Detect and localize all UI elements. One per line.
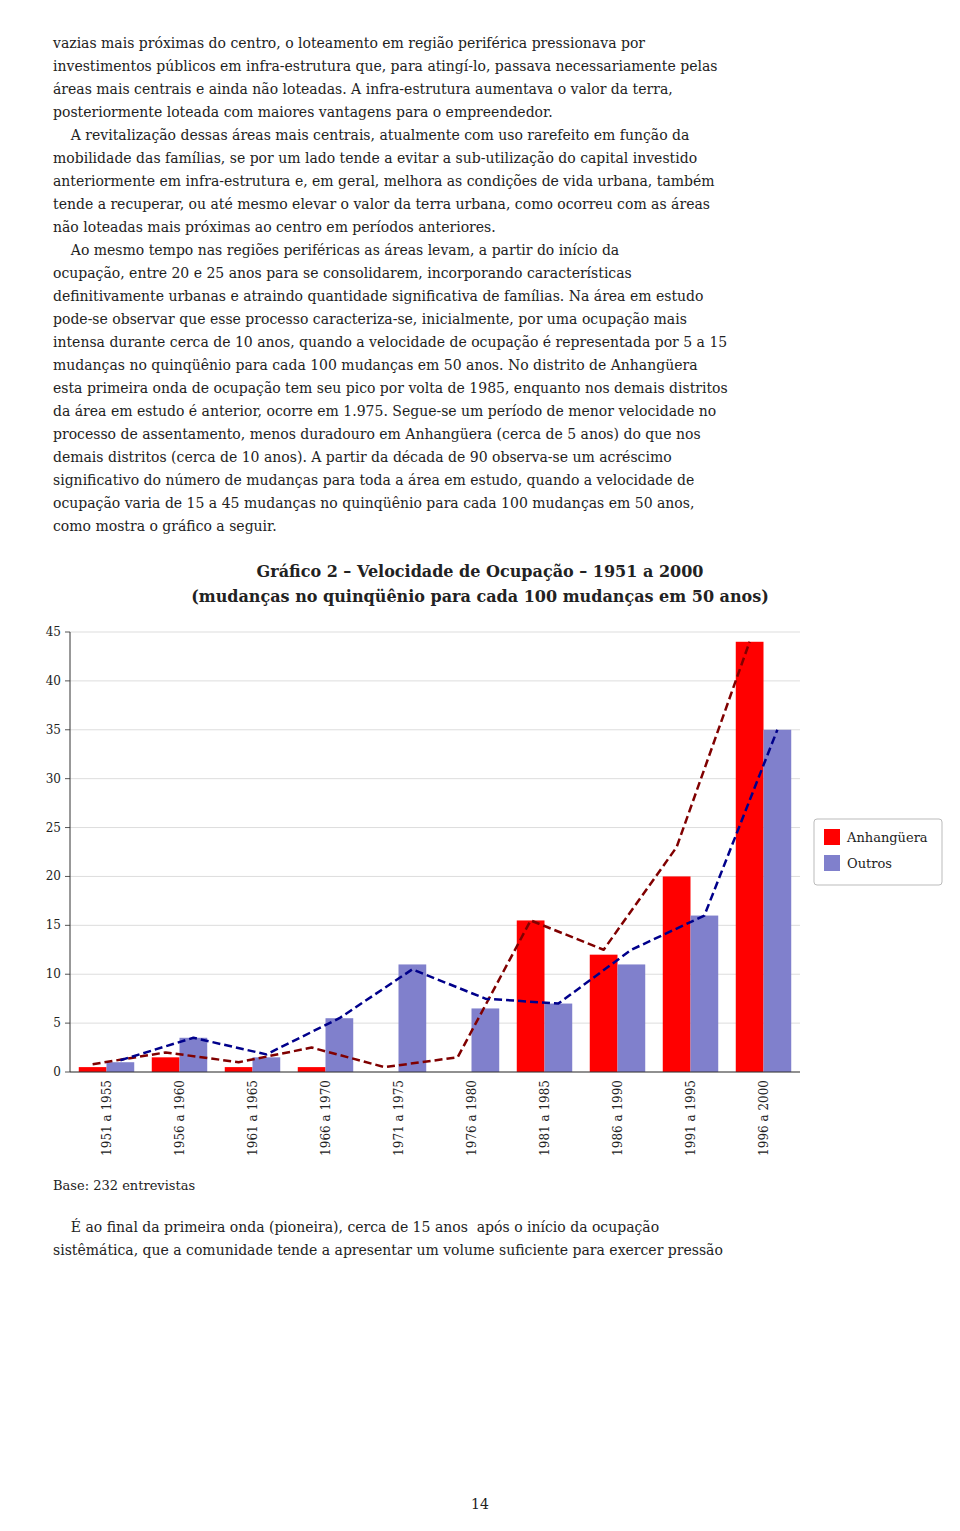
y-tick-label: 30: [46, 772, 61, 786]
legend-label: Outros: [847, 856, 892, 871]
x-tick-label: 1976 a 1980: [465, 1080, 479, 1156]
y-tick: [65, 827, 70, 828]
body-text: tende a recuperar, ou até mesmo elevar o…: [53, 196, 710, 212]
bar: [152, 1057, 180, 1072]
y-tick: [65, 778, 70, 779]
body-text: significativo do número de mudanças para…: [53, 472, 694, 488]
y-axis: [70, 632, 71, 1072]
grid-line: [70, 729, 800, 730]
y-tick-label: 35: [46, 723, 61, 737]
body-text: pode-se observar que esse processo carac…: [53, 311, 687, 327]
bar: [79, 1067, 107, 1072]
bar: [253, 1057, 281, 1072]
body-text: ocupação varia de 15 a 45 mudanças no qu…: [53, 495, 694, 511]
bar: [225, 1067, 253, 1072]
body-text: investimentos públicos em infra-estrutur…: [53, 58, 717, 74]
bar: [107, 1062, 135, 1072]
trend-line: [120, 730, 777, 1060]
bar: [590, 955, 618, 1072]
body-text: sistêmática, que a comunidade tende a ap…: [53, 1242, 723, 1258]
body-text: demais distritos (cerca de 10 anos). A p…: [53, 449, 672, 465]
bar: [399, 964, 427, 1072]
legend: Anhangüera Outros: [814, 819, 942, 885]
bar: [545, 1004, 573, 1072]
body-text: É ao final da primeira onda (pioneira), …: [53, 1218, 659, 1235]
x-axis: [70, 1072, 800, 1073]
body-text: áreas mais centrais e ainda não loteadas…: [53, 81, 673, 97]
y-tick-label: 15: [46, 918, 61, 932]
body-text: mudanças no quinqüênio para cada 100 mud…: [53, 357, 698, 373]
bar: [517, 920, 545, 1072]
y-tick: [65, 974, 70, 975]
body-text: como mostra o gráfico a seguir.: [53, 518, 277, 534]
x-tick-label: 1971 a 1975: [392, 1080, 406, 1156]
y-tick-label: 10: [46, 967, 61, 981]
legend-frame: [814, 819, 942, 885]
bar-series: [79, 642, 764, 1072]
body-text: intensa durante cerca de 10 anos, quando…: [53, 334, 727, 350]
grid-line: [70, 632, 800, 633]
bar: [618, 964, 646, 1072]
body-text: Ao mesmo tempo nas regiões periféricas a…: [53, 242, 619, 258]
bar: [691, 916, 719, 1072]
y-tick-label: 25: [46, 821, 61, 835]
x-tick-label: 1966 a 1970: [319, 1080, 333, 1156]
body-text: ocupação, entre 20 e 25 anos para se con…: [53, 265, 632, 281]
x-tick-label: 1951 a 1955: [100, 1080, 114, 1156]
bar: [472, 1008, 500, 1072]
grid: 0 5 10 15 20 25 30 35 40 45: [46, 625, 800, 1079]
body-text: definitivamente urbanas e atraindo quant…: [53, 288, 703, 304]
body-text: posteriormente loteada com maiores vanta…: [53, 104, 553, 120]
body-text: não loteadas mais próximas ao centro em …: [53, 219, 496, 235]
body-text: A revitalização dessas áreas mais centra…: [53, 127, 689, 143]
legend-swatch: [824, 855, 840, 871]
y-tick: [65, 1023, 70, 1024]
y-tick-label: 0: [53, 1065, 61, 1079]
y-tick-label: 5: [53, 1016, 61, 1030]
x-tick-label: 1961 a 1965: [246, 1080, 260, 1156]
y-tick-label: 40: [46, 674, 61, 688]
y-tick: [65, 680, 70, 681]
chart-subtitle: (mudanças no quinqüênio para cada 100 mu…: [191, 587, 769, 606]
grid-line: [70, 1072, 800, 1073]
page: vazias mais próximas do centro, o loteam…: [0, 0, 960, 1531]
grid-line: [70, 827, 800, 828]
chart-title: Gráfico 2 – Velocidade de Ocupação – 195…: [257, 562, 704, 581]
y-tick: [65, 632, 70, 633]
bar: [736, 642, 764, 1072]
grid-line: [70, 778, 800, 779]
body-text: esta primeira onda de ocupação tem seu p…: [53, 380, 728, 396]
y-tick-label: 45: [46, 625, 61, 639]
legend-label: Anhangüera: [846, 830, 928, 845]
body-text: da área em estudo é anterior, ocorre em …: [53, 403, 716, 419]
bar: [326, 1018, 354, 1072]
legend-swatch: [824, 829, 840, 845]
body-text: vazias mais próximas do centro, o loteam…: [52, 35, 645, 51]
bar: [663, 876, 691, 1072]
y-tick: [65, 925, 70, 926]
bar: [764, 730, 792, 1072]
bar-series: [107, 730, 792, 1072]
y-tick: [65, 1072, 70, 1073]
body-text: processo de assentamento, menos duradour…: [53, 426, 701, 442]
x-tick-label: 1996 a 2000: [757, 1080, 771, 1156]
x-tick-label: 1991 a 1995: [684, 1080, 698, 1156]
bar: [180, 1038, 208, 1072]
y-tick: [65, 729, 70, 730]
y-tick-label: 20: [46, 869, 61, 883]
y-tick: [65, 876, 70, 877]
annotation: Base: 232 entrevistas: [53, 1178, 195, 1193]
page-number: 14: [471, 1496, 489, 1512]
bar: [298, 1067, 326, 1072]
x-tick-label: 1956 a 1960: [173, 1080, 187, 1156]
x-tick-label: 1981 a 1985: [538, 1080, 552, 1156]
trend-line: [93, 642, 750, 1067]
grid-line: [70, 680, 800, 681]
body-text: mobilidade das famílias, se por um lado …: [53, 150, 697, 166]
body-text: anteriormente em infra-estrutura e, em g…: [53, 173, 715, 189]
x-tick-label: 1986 a 1990: [611, 1080, 625, 1156]
marks: [79, 642, 791, 1072]
